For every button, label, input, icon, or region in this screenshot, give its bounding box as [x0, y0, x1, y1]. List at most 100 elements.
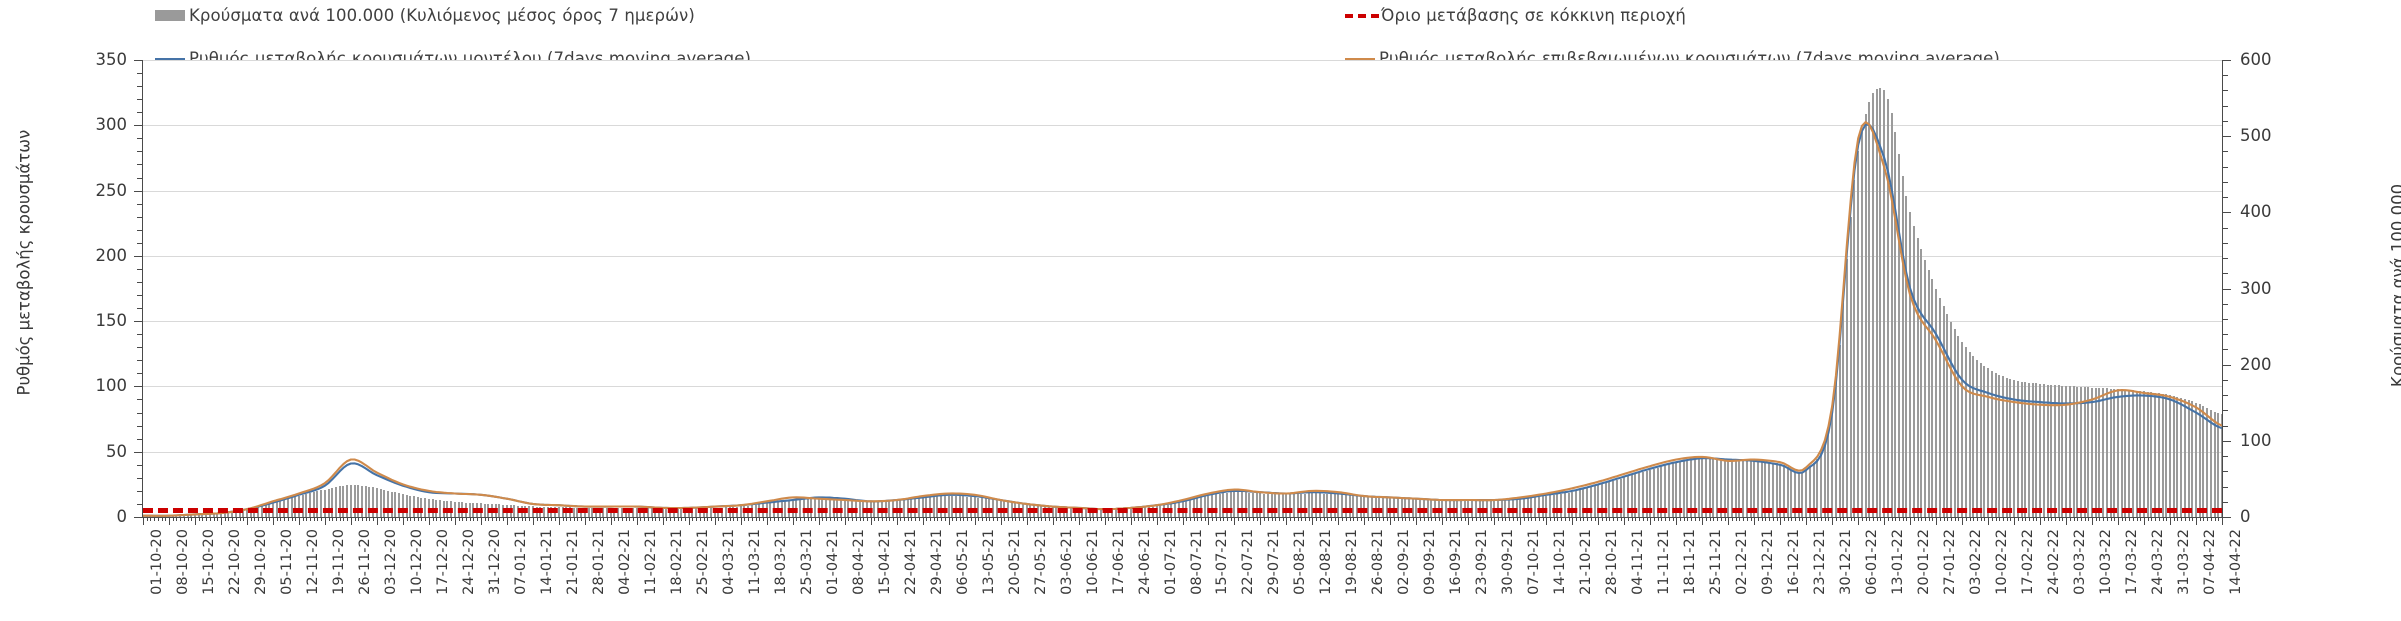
bar [1244, 492, 1247, 517]
axis-tick [137, 281, 143, 283]
x-axis-tick [937, 517, 939, 521]
x-axis-tick [2110, 517, 2112, 521]
bar [1834, 382, 1837, 517]
bar [1556, 494, 1559, 517]
x-axis-tick [1189, 517, 1191, 521]
bar [1407, 498, 1410, 517]
bar [936, 496, 939, 517]
bar [1660, 466, 1663, 517]
x-axis-tick [1431, 517, 1433, 521]
axis-tick [137, 203, 143, 205]
x-axis-tick [295, 517, 297, 521]
line-series-group [143, 60, 2222, 517]
x-axis-tick [588, 517, 590, 521]
x-axis-tick [1342, 517, 1344, 521]
x-axis-tick [2158, 517, 2160, 521]
bar [1946, 314, 1949, 517]
bar [368, 486, 371, 517]
x-axis-tick [2036, 517, 2038, 521]
x-axis-tick [1494, 517, 1496, 525]
dashed-line-swatch-icon [1345, 13, 1379, 18]
bar [676, 508, 679, 517]
x-axis-tick [1160, 517, 1162, 521]
bar [1831, 410, 1834, 517]
bar [1794, 471, 1797, 517]
x-axis-tick [1791, 517, 1793, 521]
x-axis-tick [1665, 517, 1667, 521]
x-axis-tick [146, 517, 148, 521]
x-axis-tick [1182, 517, 1184, 525]
bar [1400, 498, 1403, 517]
bar [290, 498, 293, 517]
x-axis-tick [1776, 517, 1778, 521]
x-tick-label: 18-03-21 [772, 529, 789, 595]
left-tick-label: 0 [116, 507, 128, 526]
x-axis-tick [944, 517, 946, 521]
x-axis-tick [974, 517, 976, 525]
bar [1367, 496, 1370, 517]
x-axis-tick [618, 517, 620, 521]
x-axis-tick [1832, 517, 1834, 525]
x-axis-tick [1995, 517, 1997, 521]
x-axis-tick [818, 517, 820, 525]
bar [1348, 495, 1351, 517]
x-axis-tick [514, 517, 516, 521]
x-axis-tick [1486, 517, 1488, 521]
x-axis-tick [1449, 517, 1451, 521]
x-axis-tick [1483, 517, 1485, 521]
x-axis-tick [1761, 517, 1763, 521]
left-tick-label: 300 [95, 115, 128, 135]
x-axis-tick [1163, 517, 1165, 521]
axis-tick [134, 190, 143, 192]
x-axis-tick [848, 517, 850, 521]
x-axis-tick [417, 517, 419, 521]
x-axis-tick [833, 517, 835, 521]
x-axis-tick [350, 517, 352, 525]
bar [1771, 462, 1774, 517]
x-axis-tick [1145, 517, 1147, 521]
axis-tick [137, 464, 143, 466]
bar [1868, 101, 1871, 517]
x-axis-tick [406, 517, 408, 521]
x-axis-tick [1780, 517, 1782, 525]
bar [925, 496, 928, 517]
x-axis-tick [1019, 517, 1021, 521]
x-axis-tick [469, 517, 471, 521]
x-axis-tick [1958, 517, 1960, 521]
x-axis-tick [458, 517, 460, 521]
axis-tick [137, 164, 143, 166]
bar [1549, 495, 1552, 517]
bar [2143, 391, 2146, 517]
x-axis-tick [740, 517, 742, 525]
bar [1797, 472, 1800, 517]
bar [305, 494, 308, 517]
axis-tick [137, 268, 143, 270]
x-axis-tick [414, 517, 415, 521]
x-axis-tick [529, 517, 531, 521]
x-tick-label: 12-08-21 [1318, 529, 1335, 595]
bar [294, 497, 297, 517]
x-axis-tick [785, 517, 787, 521]
x-axis-tick [358, 517, 360, 521]
bar [1289, 494, 1292, 517]
bar [1604, 482, 1607, 517]
x-axis-tick [517, 517, 519, 521]
axis-tick [2222, 379, 2228, 381]
x-axis-tick [688, 517, 690, 525]
bar [1222, 493, 1225, 517]
bar [2050, 384, 2053, 517]
x-axis-tick [1691, 517, 1693, 521]
bar [327, 488, 330, 517]
x-axis-tick [796, 517, 798, 521]
bar [234, 510, 237, 517]
bar [208, 513, 211, 517]
bar [379, 488, 382, 517]
x-axis-tick [970, 517, 972, 521]
bar [1671, 463, 1674, 517]
x-axis-tick [1338, 517, 1340, 525]
x-axis-tick [889, 517, 891, 521]
x-axis-tick [1382, 517, 1384, 521]
x-axis-tick [1368, 517, 1370, 521]
bar [1612, 480, 1615, 517]
x-axis-tick [1123, 517, 1125, 521]
